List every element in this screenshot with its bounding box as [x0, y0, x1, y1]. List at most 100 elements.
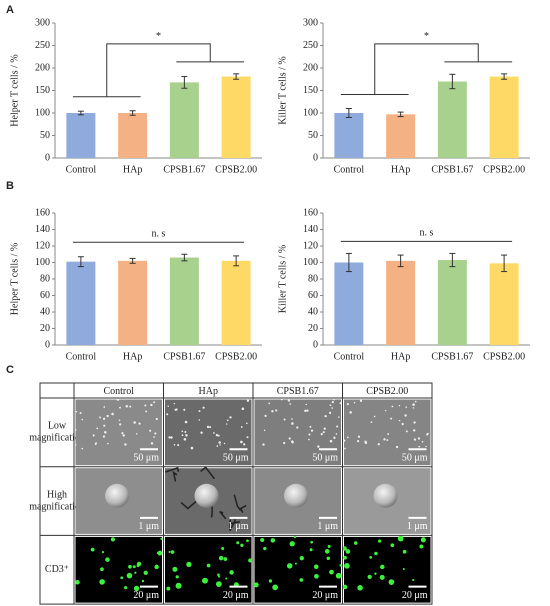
y-tick-label: 300 [35, 17, 50, 28]
y-tick-label: 300 [303, 17, 318, 28]
cell-dot [417, 437, 421, 440]
fluorescent-cell [380, 564, 385, 570]
cell-dot [413, 438, 417, 441]
x-tick-label: Control [334, 351, 365, 362]
cell-dot [304, 409, 307, 413]
x-tick-label: HAp [391, 351, 410, 362]
error-bar [181, 253, 188, 262]
cell-dot [74, 443, 77, 446]
fluorescent-cell [324, 549, 330, 554]
cell-dot [74, 429, 77, 431]
cell-dot [241, 407, 245, 411]
fluorescent-cell [419, 544, 424, 549]
cell-dot [289, 403, 292, 405]
micrograph [254, 399, 341, 466]
x-tick-label: HAp [123, 351, 142, 362]
cell-dot [118, 419, 121, 422]
y-tick-label: 120 [303, 240, 318, 251]
cell-dot [331, 407, 333, 409]
crack [200, 466, 215, 480]
cell-dot [229, 416, 232, 419]
annotation: n. s [420, 228, 434, 239]
y-tick-label: 60 [40, 290, 50, 301]
cell [373, 483, 398, 508]
fluorescent-cell [310, 540, 314, 544]
cell-dot [103, 424, 106, 427]
y-tick-label: 50 [40, 130, 50, 141]
cell-dot [398, 419, 401, 422]
y-axis-label: Killer T cells / % [277, 245, 288, 314]
fluorescent-cell [124, 586, 128, 590]
cell-dot [106, 414, 109, 418]
cell-dot [198, 419, 201, 421]
cell-dot [75, 410, 78, 413]
bar [66, 113, 96, 158]
fluorescent-cell [293, 535, 297, 539]
x-tick-label: CPSB2.00 [215, 164, 257, 175]
cell-dot [216, 445, 219, 447]
fluorescent-cell [248, 558, 253, 563]
fluorescent-cell [272, 584, 279, 591]
cell-dot [170, 436, 173, 439]
fluorescent-cell [390, 543, 395, 548]
cell-dot [133, 421, 136, 424]
scale-label: 20 μm [223, 590, 249, 601]
cell-dot [116, 398, 120, 401]
y-tick-label: 150 [303, 85, 318, 96]
fluorescent-cell [253, 582, 259, 588]
cell-dot [346, 436, 349, 439]
panel-label: B [6, 180, 14, 192]
micrograph [344, 399, 431, 466]
cell-dot [387, 433, 390, 435]
error-bar [449, 252, 456, 268]
scale-label: 50 μm [312, 452, 338, 463]
y-axis-label: Killer T cells / % [277, 56, 288, 125]
cell-dot [412, 403, 415, 406]
cell-dot [107, 442, 109, 445]
fluorescent-cell [175, 575, 179, 579]
x-tick-label: Control [66, 164, 97, 175]
y-tick-label: 50 [308, 130, 318, 141]
cell-dot [414, 400, 417, 403]
cell-dot [377, 443, 380, 446]
cell-dot [324, 415, 327, 418]
y-tick-label: 100 [303, 107, 318, 118]
bar [489, 263, 519, 345]
fluorescent-cell [166, 586, 171, 591]
bar [118, 113, 148, 158]
crack [180, 497, 201, 510]
cell-dot [246, 399, 250, 402]
annotation: * [156, 31, 161, 42]
cell-dot [150, 442, 154, 445]
cell-dot [217, 434, 220, 437]
column-header: CPSB1.67 [277, 386, 319, 397]
y-tick-label: 0 [313, 339, 318, 350]
fluorescent-cell [402, 568, 405, 571]
fluorescent-cell [120, 576, 124, 580]
fluorescent-cell [126, 572, 133, 579]
x-tick-label: HAp [391, 164, 410, 175]
fluorescent-cell [132, 565, 136, 569]
cell-dot [357, 435, 361, 438]
error-bar [129, 257, 136, 264]
y-axis-label: Helper T cells / % [9, 243, 20, 315]
cell-dot [125, 405, 129, 408]
cell-dot [331, 400, 334, 404]
cell-dot [386, 439, 389, 442]
micrograph [165, 399, 252, 466]
bar [221, 260, 251, 345]
y-tick-label: 60 [308, 290, 318, 301]
fluorescent-cell [246, 539, 249, 543]
error-bar [345, 108, 352, 118]
y-tick-label: 200 [303, 62, 318, 73]
cell-dot [122, 434, 125, 437]
bracket [340, 43, 513, 95]
cell-dot [308, 438, 310, 441]
cell-dot [104, 430, 107, 434]
cell-dot [81, 418, 84, 421]
fluorescent-cell [342, 584, 348, 590]
cell-dot [405, 406, 408, 408]
fluorescent-cell [299, 555, 304, 561]
scale-label: 50 μm [133, 452, 159, 463]
scale-label: 1 μm [228, 521, 249, 532]
